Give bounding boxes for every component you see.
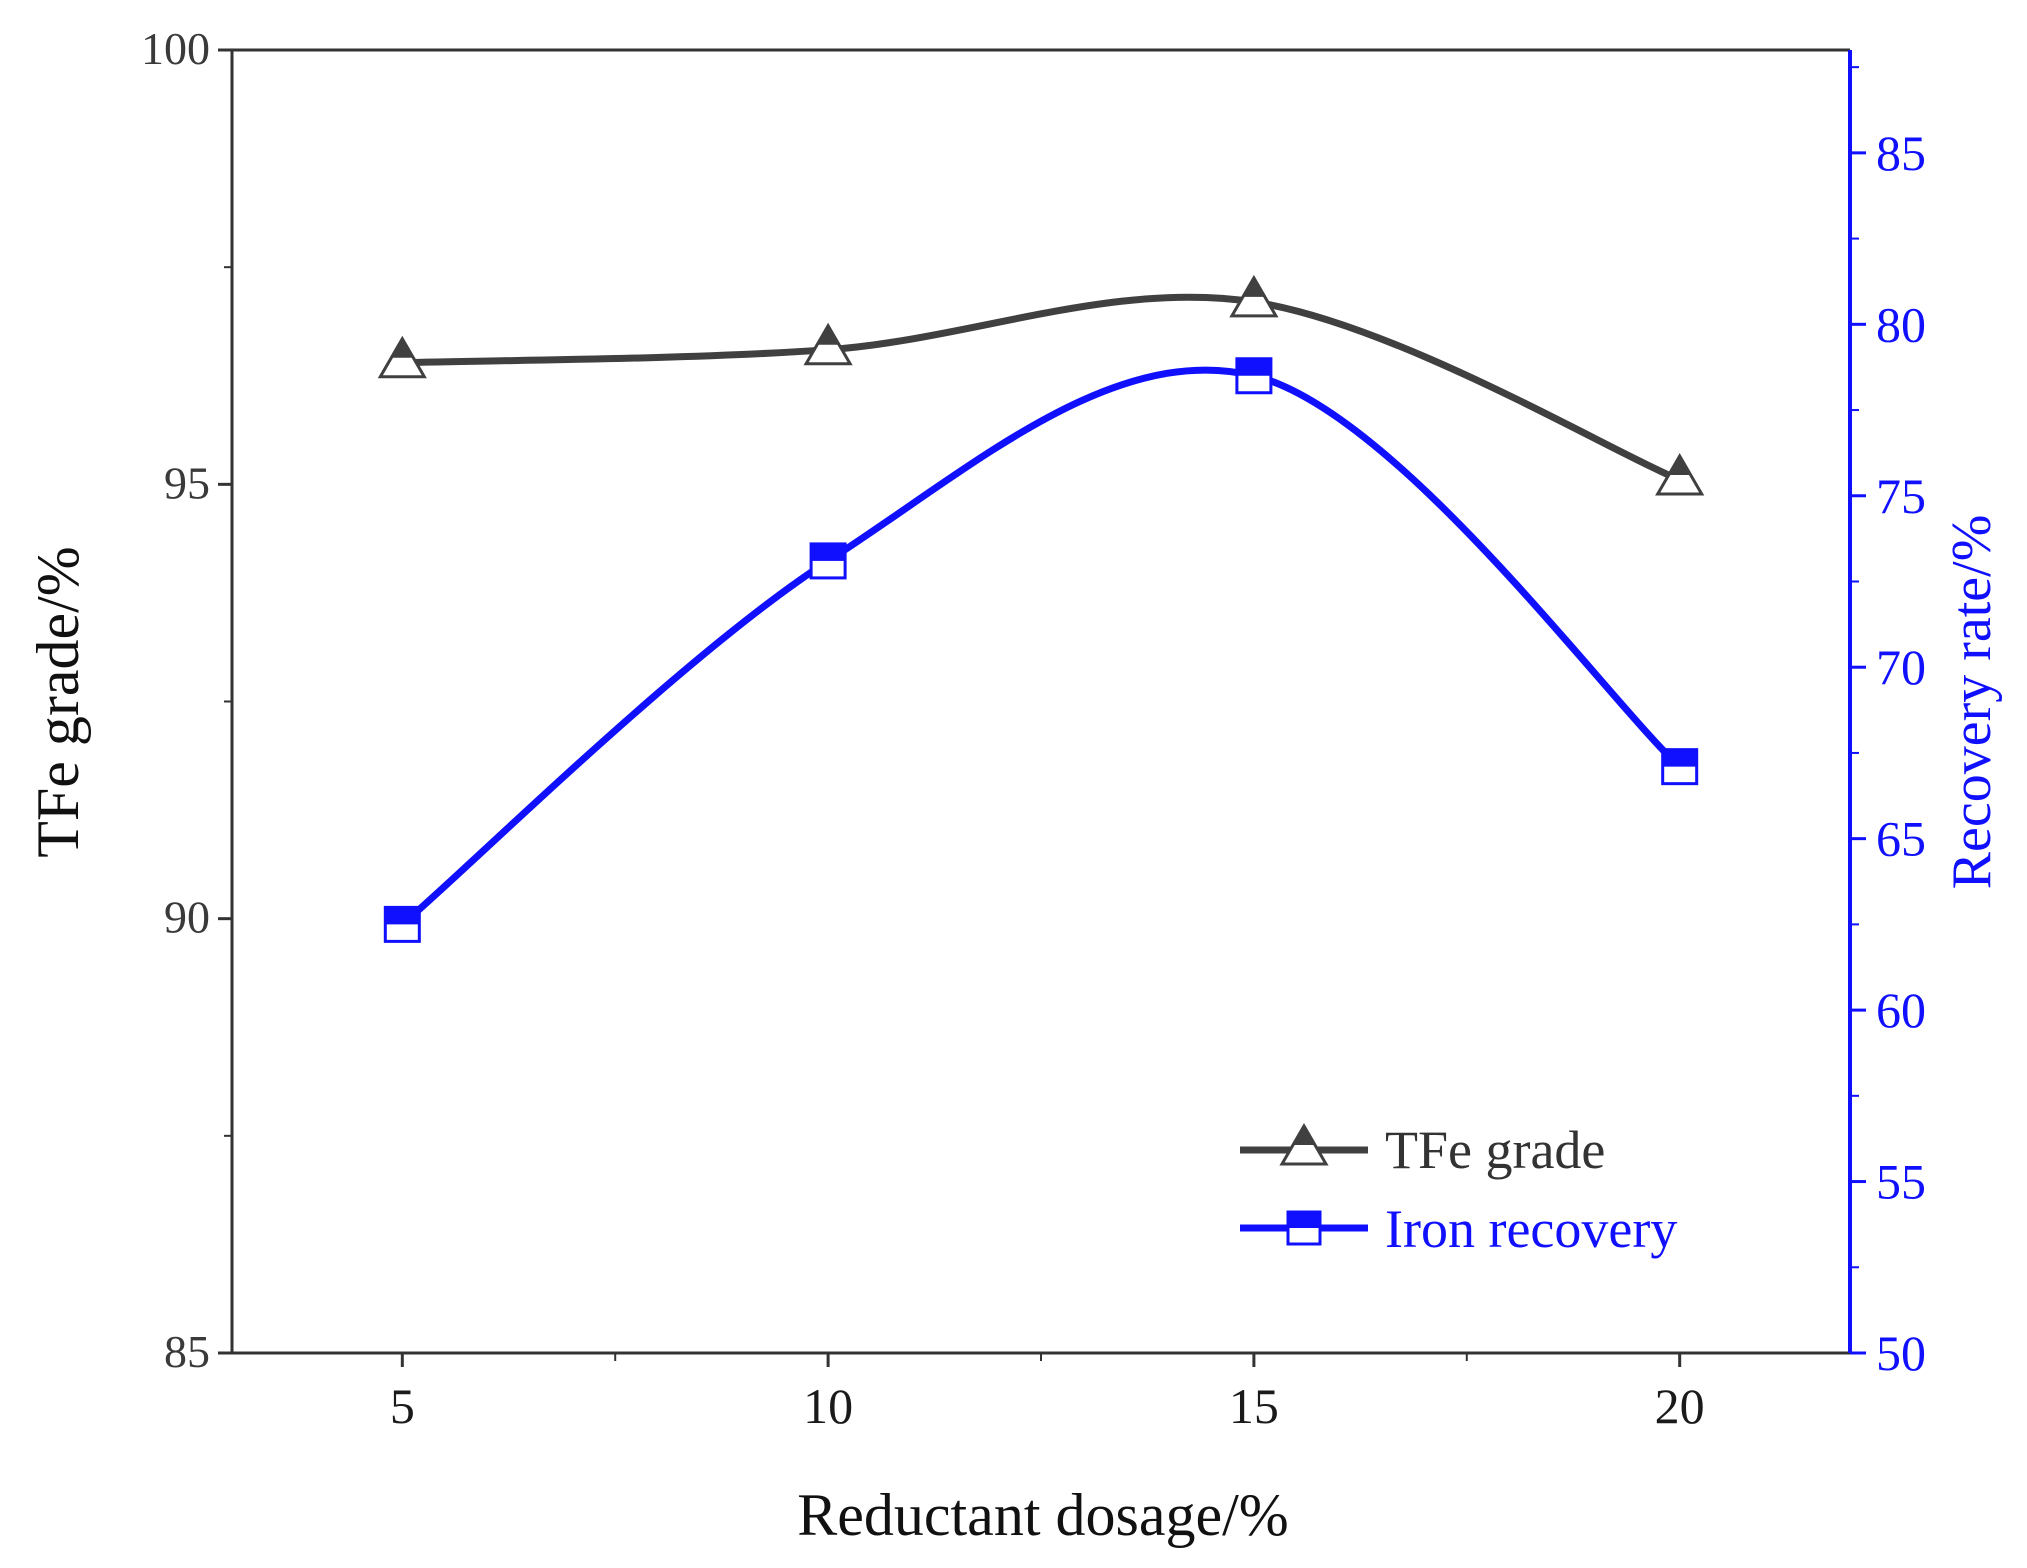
x-tick-label: 15 bbox=[1229, 1378, 1279, 1434]
left-tick-label: 90 bbox=[164, 892, 210, 943]
data-point-fill-tfe-grade bbox=[1242, 277, 1265, 297]
x-tick-label: 10 bbox=[803, 1378, 853, 1434]
legend-square-fill bbox=[1288, 1212, 1320, 1228]
x-axis-title: Reductant dosage/% bbox=[797, 1482, 1289, 1548]
x-ticks: 5 10 15 20 bbox=[390, 1353, 1705, 1434]
data-point-fill-iron-recovery bbox=[1662, 749, 1697, 767]
series-line-tfe-grade bbox=[402, 293, 1682, 484]
left-tick-label: 100 bbox=[141, 23, 210, 74]
data-point-fill-tfe-grade bbox=[817, 325, 840, 345]
series-line-iron-recovery bbox=[400, 366, 1683, 928]
x-tick-label: 20 bbox=[1655, 1378, 1705, 1434]
series-layer bbox=[377, 274, 1705, 943]
right-tick-label: 65 bbox=[1876, 811, 1926, 867]
x-tick-label: 5 bbox=[390, 1378, 415, 1434]
left-tick-label: 85 bbox=[164, 1326, 210, 1377]
data-point-fill-iron-recovery bbox=[1236, 358, 1271, 376]
legend-triangle-fill bbox=[1293, 1126, 1315, 1145]
legend: TFe grade Iron recovery bbox=[1240, 1120, 1677, 1259]
legend-label-recovery: Iron recovery bbox=[1385, 1199, 1677, 1259]
legend-label-tfe: TFe grade bbox=[1385, 1120, 1605, 1180]
data-point-fill-tfe-grade bbox=[391, 338, 414, 358]
right-tick-label: 85 bbox=[1876, 125, 1926, 181]
right-y-axis-title: Recovery rate/% bbox=[1941, 515, 2003, 890]
right-tick-label: 60 bbox=[1876, 982, 1926, 1038]
right-tick-label: 55 bbox=[1876, 1154, 1926, 1210]
left-tick-label: 95 bbox=[164, 457, 210, 508]
right-tick-label: 70 bbox=[1876, 639, 1926, 695]
left-y-axis-title: TFe grade/% bbox=[25, 546, 91, 858]
data-point-fill-tfe-grade bbox=[1668, 455, 1691, 475]
right-y-ticks: 50 55 60 65 70 75 80 85 bbox=[1850, 66, 1926, 1381]
data-point-fill-iron-recovery bbox=[811, 543, 846, 561]
right-tick-label: 80 bbox=[1876, 296, 1926, 352]
data-point-fill-iron-recovery bbox=[385, 907, 420, 925]
right-tick-label: 50 bbox=[1876, 1325, 1926, 1381]
left-y-ticks: 85 90 95 100 bbox=[141, 23, 232, 1377]
right-tick-label: 75 bbox=[1876, 468, 1926, 524]
